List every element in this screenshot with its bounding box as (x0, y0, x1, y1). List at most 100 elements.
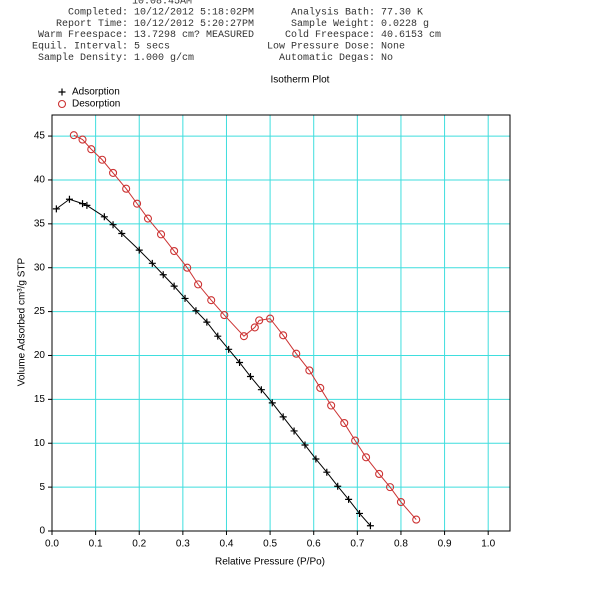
data-point (203, 318, 211, 326)
data-point (181, 294, 189, 302)
y-tick-label: 20 (34, 350, 46, 361)
data-point (327, 401, 336, 410)
data-point (118, 229, 126, 237)
data-point (292, 349, 301, 358)
data-point (340, 419, 349, 428)
header-value: 10/12/2012 5:20:27PM (134, 18, 254, 30)
data-point (109, 168, 118, 177)
data-point (316, 383, 325, 392)
data-point (207, 296, 216, 305)
x-tick-label: 0.0 (45, 539, 59, 550)
header-label: Equil. Interval: (32, 41, 128, 53)
data-point (351, 436, 360, 445)
data-point (250, 323, 259, 332)
chart-title: Isotherm Plot (271, 75, 330, 86)
data-point (345, 495, 353, 503)
data-point (183, 263, 192, 272)
data-point (214, 332, 222, 340)
data-point (109, 221, 117, 229)
header-value: 40.6153 cm (381, 30, 441, 41)
legend-label: Desorption (72, 99, 120, 110)
data-point (78, 135, 87, 144)
data-point (268, 399, 276, 407)
x-axis-label: Relative Pressure (P/Po) (215, 557, 325, 568)
data-point (312, 455, 320, 463)
data-point (79, 200, 87, 208)
data-point (159, 271, 167, 279)
data-point (135, 246, 143, 254)
x-tick-label: 0.7 (350, 539, 364, 550)
y-tick-label: 0 (39, 526, 45, 537)
y-tick-label: 5 (39, 482, 45, 493)
data-point (220, 311, 229, 320)
plot-frame (51, 114, 511, 532)
data-point (266, 314, 275, 323)
header-label: Low Pressure Dose: (267, 42, 375, 53)
x-tick-label: 0.3 (176, 539, 190, 550)
data-point (396, 497, 406, 507)
x-tick-label: 0.1 (89, 539, 103, 550)
header-value: 0.0228 g (381, 19, 429, 30)
data-point (257, 386, 265, 394)
data-point (375, 469, 384, 479)
data-point (412, 515, 421, 524)
header-label: Sample Weight: (291, 18, 375, 30)
data-point (148, 259, 156, 267)
y-tick-label: 35 (34, 218, 46, 229)
header-label: Analysis Bath: (291, 7, 375, 19)
y-tick-label: 45 (34, 131, 46, 142)
header-label: Report Time: (56, 18, 128, 30)
data-point (192, 307, 200, 315)
header-value: None (381, 42, 405, 53)
data-point (122, 184, 131, 193)
header-label: Sample Density: (38, 52, 128, 64)
data-point (170, 282, 178, 290)
y-tick-label: 10 (34, 438, 46, 449)
header-value: 1.000 g/cm (134, 52, 194, 64)
header-value: 77.30 K (381, 8, 423, 19)
y-tick-label: 40 (34, 175, 46, 186)
x-tick-label: 0.5 (263, 539, 277, 550)
y-tick-label: 15 (34, 394, 46, 405)
data-point (356, 509, 364, 517)
header-label: Completed: (68, 7, 128, 19)
y-tick-label: 30 (34, 262, 46, 273)
header-time: 10:08:45AM (132, 0, 192, 8)
series-line (56, 198, 371, 527)
series-line (73, 134, 417, 520)
header-label: Warm Freespace: (38, 30, 128, 41)
data-point (366, 522, 374, 530)
header-value: 10/12/2012 5:18:02PM (134, 7, 254, 19)
data-point (246, 373, 254, 381)
x-tick-label: 0.6 (307, 539, 321, 550)
data-point (143, 214, 153, 223)
data-point (100, 213, 108, 221)
data-point (290, 427, 298, 435)
data-point (170, 246, 179, 256)
data-point (334, 482, 342, 490)
data-point (225, 345, 233, 353)
data-point (255, 316, 264, 325)
data-point (323, 468, 331, 476)
legend-label: Adsorption (72, 87, 120, 98)
data-point (194, 280, 203, 289)
data-point (133, 199, 142, 208)
x-tick-label: 1.0 (481, 539, 495, 550)
data-point (98, 155, 107, 164)
data-point (362, 453, 371, 462)
x-tick-label: 0.2 (132, 539, 146, 550)
data-point (236, 358, 244, 366)
data-point (239, 332, 248, 341)
header-value: 13.7298 cm? MEASURED (134, 30, 254, 41)
legend-marker (57, 99, 67, 109)
header-label: Cold Freespace: (285, 29, 375, 41)
header-value: No (381, 53, 393, 64)
data-point (87, 145, 96, 154)
data-point (305, 366, 314, 375)
header-value: 5 secs (134, 42, 170, 53)
header-label: Automatic Degas: (279, 52, 375, 64)
data-point (65, 195, 73, 203)
data-point (69, 131, 78, 140)
x-tick-label: 0.4 (220, 539, 234, 550)
